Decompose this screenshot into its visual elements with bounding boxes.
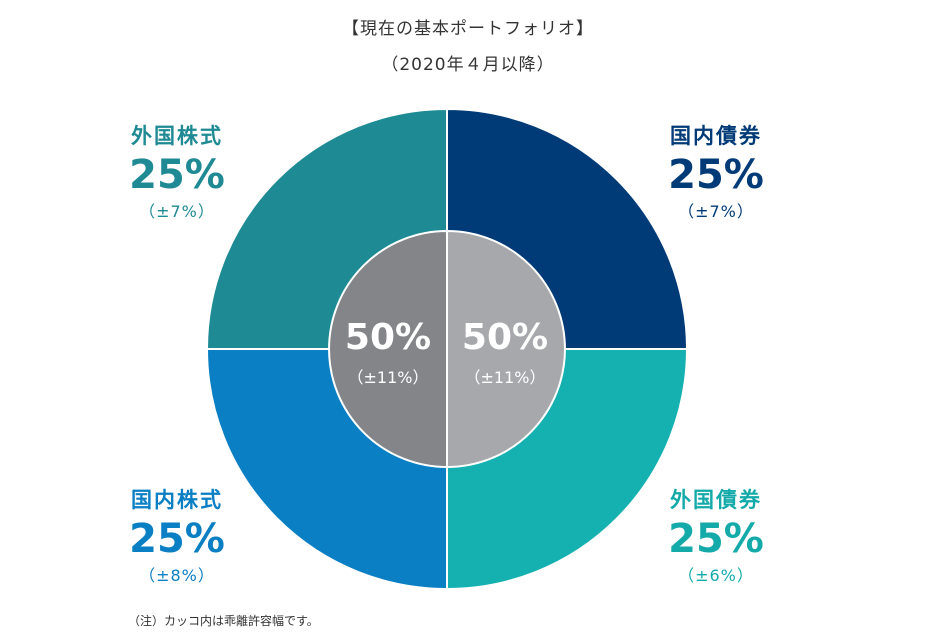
segment-value: 25% xyxy=(668,516,764,562)
chart-subtitle: （2020年４月以降） xyxy=(381,55,555,75)
footnote: （注）カッコ内は乖離許容幅です。 xyxy=(128,614,319,628)
chart-title: 【現在の基本ポートフォリオ】 xyxy=(342,19,594,39)
segment-name: 外国債券 xyxy=(670,488,762,512)
segment-range: （±6%） xyxy=(678,566,754,585)
segment-value: 25% xyxy=(129,152,225,198)
segment-range: （±8%） xyxy=(139,566,215,585)
segment-range: （±7%） xyxy=(678,202,754,221)
segment-label-foreign-bonds: 外国債券 25% （±6%） xyxy=(646,484,786,586)
segment-value: 25% xyxy=(129,516,225,562)
inner-label-bonds: 50% （±11%） xyxy=(450,318,560,388)
segment-label-domestic-bonds: 国内債券 25% （±7%） xyxy=(646,120,786,222)
segment-name: 外国株式 xyxy=(131,124,223,148)
inner-slice-stocks xyxy=(328,229,448,469)
inner-value: 50% xyxy=(344,317,432,358)
inner-range: （±11%） xyxy=(464,368,546,387)
segment-name: 国内債券 xyxy=(670,124,762,148)
segment-value: 25% xyxy=(668,152,764,198)
segment-label-foreign-stocks: 外国株式 25% （±7%） xyxy=(107,120,247,222)
segment-label-domestic-stocks: 国内株式 25% （±8%） xyxy=(107,484,247,586)
segment-name: 国内株式 xyxy=(131,488,223,512)
inner-label-stocks: 50% （±11%） xyxy=(333,318,443,388)
inner-value: 50% xyxy=(461,317,549,358)
inner-pie xyxy=(328,229,566,469)
segment-range: （±7%） xyxy=(139,202,215,221)
inner-slice-bonds xyxy=(446,229,566,469)
inner-range: （±11%） xyxy=(347,368,429,387)
